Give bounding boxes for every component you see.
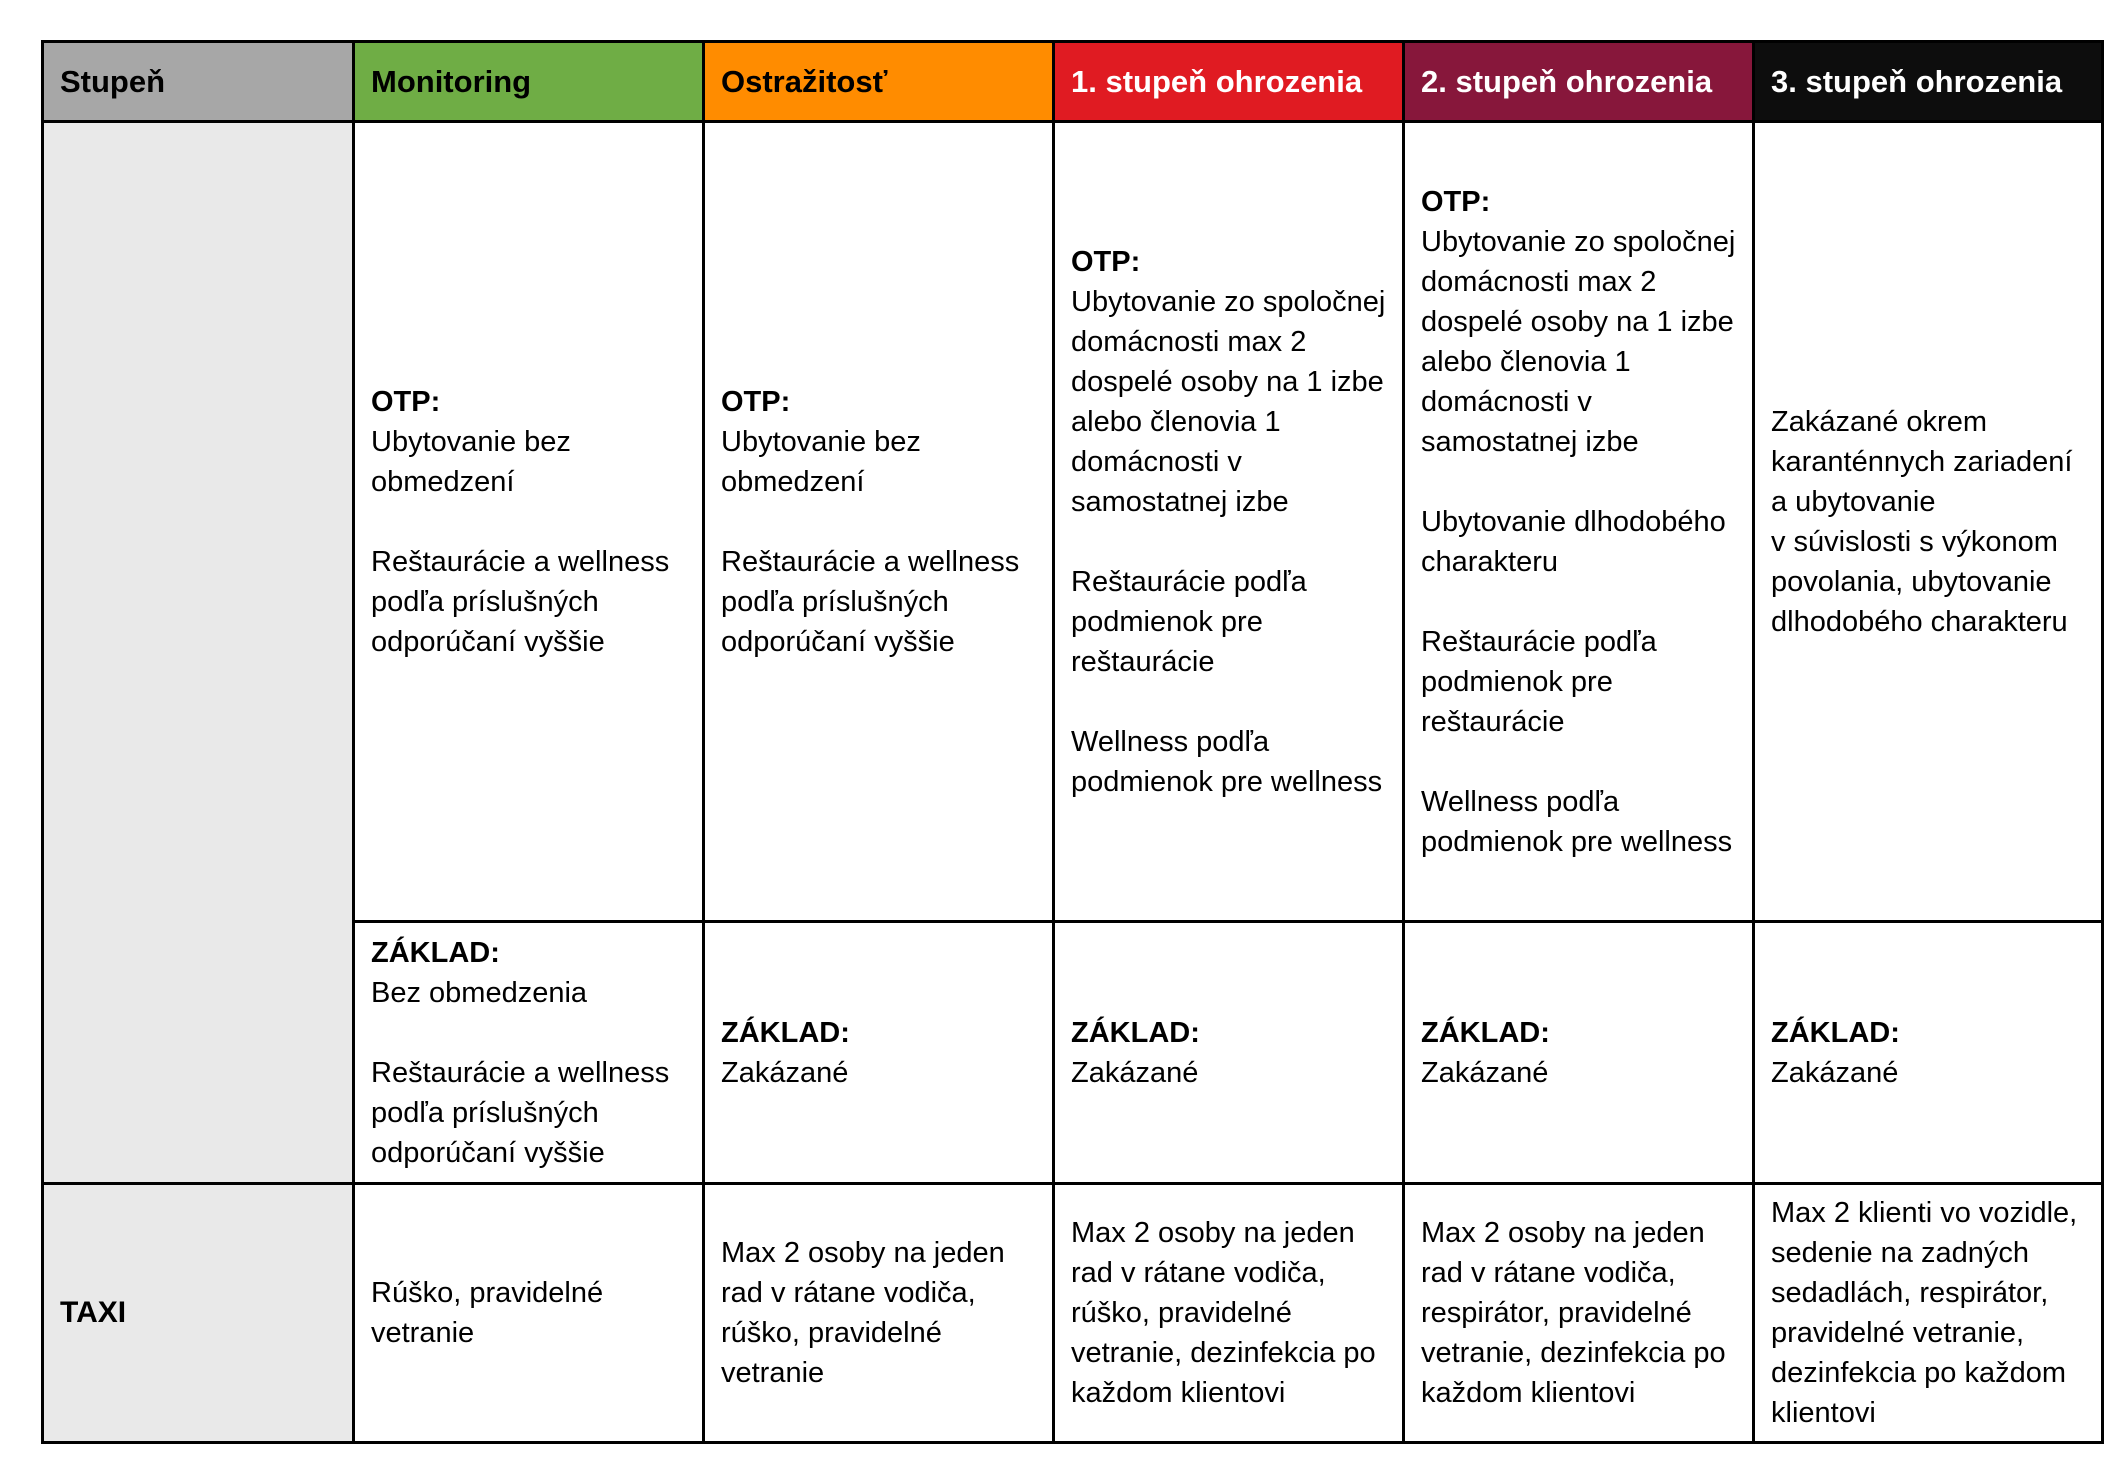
cell-zaklad-ostrazitost: ZÁKLAD: Zakázané — [702, 920, 1055, 1185]
row-zaklad: ZÁKLAD: Bez obmedzenia Reštaurácie a wel… — [43, 920, 2104, 1185]
cell-taxi-stupen3: Max 2 klienti vo vozidle, sedenie na zad… — [1752, 1182, 2104, 1444]
cell-otp-monitoring: OTP: Ubytovanie bez obmedzení Reštauráci… — [352, 120, 705, 923]
section-label-empty — [41, 120, 355, 1185]
covid-automat-table-page: Stupeň Monitoring Ostražitosť 1. stupeň … — [41, 40, 2104, 1444]
cell-text: Zakázané — [1421, 1056, 1549, 1089]
column-header-stupen2: 2. stupeň ohrozenia — [1402, 40, 1755, 123]
row-otp: OTP: Ubytovanie bez obmedzení Reštauráci… — [41, 120, 2104, 1185]
column-header-stupen: Stupeň — [41, 40, 355, 123]
cell-text: Ubytovanie bez obmedzení Reštaurácie a w… — [371, 425, 670, 658]
cell-taxi-ostrazitost: Max 2 osoby na jeden rad v rátane vodiča… — [702, 1182, 1055, 1444]
cell-heading: OTP: — [371, 385, 441, 418]
cell-text: Ubytovanie zo spoločnej domácnosti max 2… — [1421, 225, 1736, 858]
cell-heading: ZÁKLAD: — [1071, 1016, 1200, 1049]
cell-heading: ZÁKLAD: — [371, 936, 500, 969]
restrictions-table: Stupeň Monitoring Ostražitosť 1. stupeň … — [41, 40, 2104, 1444]
cell-otp-stupen1: OTP: Ubytovanie zo spoločnej domácnosti … — [1052, 120, 1405, 923]
cell-text: Max 2 klienti vo vozidle, sedenie na zad… — [1771, 1197, 2078, 1429]
column-header-stupen1: 1. stupeň ohrozenia — [1052, 40, 1405, 123]
column-header-stupen3: 3. stupeň ohrozenia — [1752, 40, 2104, 123]
cell-text: Bez obmedzenia Reštaurácie a wellness po… — [371, 976, 670, 1169]
cell-text: Zakázané — [1071, 1056, 1199, 1089]
cell-taxi-monitoring: Rúško, pravidelné vetranie — [352, 1182, 705, 1444]
header-row: Stupeň Monitoring Ostražitosť 1. stupeň … — [41, 40, 2104, 123]
cell-text: Zakázané — [721, 1056, 849, 1089]
cell-otp-ostrazitost: OTP: Ubytovanie bez obmedzení Reštauráci… — [702, 120, 1055, 923]
cell-text: Zakázané okrem karanténnych zariadení a … — [1771, 405, 2073, 638]
cell-zaklad-stupen2: ZÁKLAD: Zakázané — [1402, 920, 1755, 1185]
cell-text: Zakázané — [1771, 1056, 1899, 1089]
cell-text: Ubytovanie zo spoločnej domácnosti max 2… — [1071, 285, 1386, 798]
cell-heading: OTP: — [1071, 245, 1141, 278]
cell-text: Rúško, pravidelné vetranie — [371, 1277, 604, 1349]
cell-text: Max 2 osoby na jeden rad v rátane vodiča… — [1071, 1217, 1376, 1409]
cell-zaklad-monitoring: ZÁKLAD: Bez obmedzenia Reštaurácie a wel… — [352, 920, 705, 1185]
cell-heading: ZÁKLAD: — [1771, 1016, 1900, 1049]
cell-zaklad-stupen3: ZÁKLAD: Zakázané — [1752, 920, 2104, 1185]
column-header-monitoring: Monitoring — [352, 40, 705, 123]
cell-heading: ZÁKLAD: — [1421, 1016, 1550, 1049]
cell-heading: OTP: — [721, 385, 791, 418]
cell-otp-stupen3: Zakázané okrem karanténnych zariadení a … — [1752, 120, 2104, 923]
cell-text: Max 2 osoby na jeden rad v rátane vodiča… — [721, 1237, 1005, 1389]
cell-taxi-stupen2: Max 2 osoby na jeden rad v rátane vodiča… — [1402, 1182, 1755, 1444]
cell-otp-stupen2: OTP: Ubytovanie zo spoločnej domácnosti … — [1402, 120, 1755, 923]
column-header-ostrazitost: Ostražitosť — [702, 40, 1055, 123]
cell-taxi-stupen1: Max 2 osoby na jeden rad v rátane vodiča… — [1052, 1182, 1405, 1444]
cell-zaklad-stupen1: ZÁKLAD: Zakázané — [1052, 920, 1405, 1185]
cell-text: Ubytovanie bez obmedzení Reštaurácie a w… — [721, 425, 1020, 658]
section-label-taxi: TAXI — [41, 1182, 355, 1444]
cell-heading: ZÁKLAD: — [721, 1016, 850, 1049]
cell-text: Max 2 osoby na jeden rad v rátane vodiča… — [1421, 1217, 1726, 1409]
section-label-text: TAXI — [60, 1296, 127, 1329]
row-taxi: TAXI Rúško, pravidelné vetranie Max 2 os… — [41, 1182, 2104, 1444]
cell-heading: OTP: — [1421, 185, 1491, 218]
